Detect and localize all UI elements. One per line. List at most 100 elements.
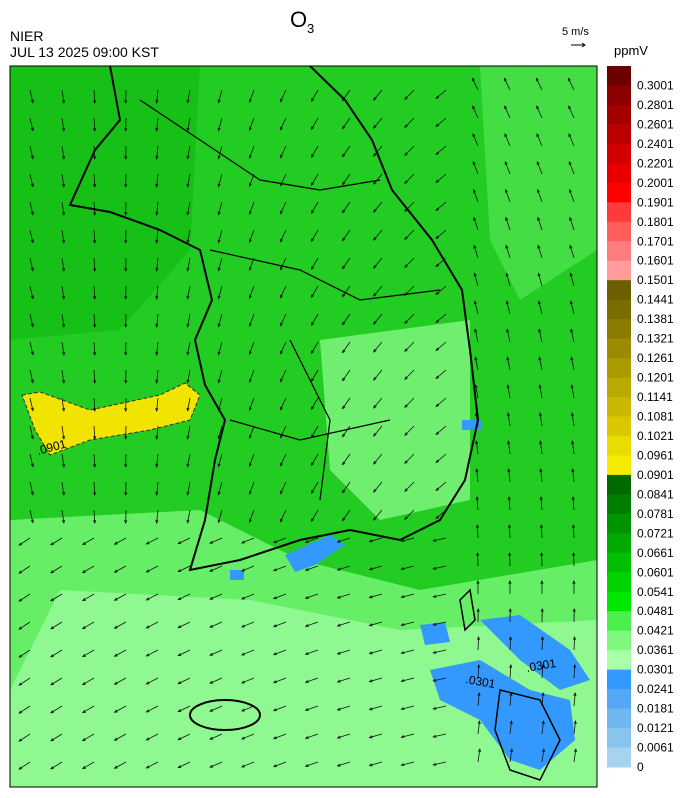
wind-arrowhead: [217, 491, 221, 496]
wind-arrowhead: [310, 378, 315, 383]
colorbar-label: 0.0181: [637, 702, 674, 716]
wind-arrow: [342, 397, 351, 409]
wind-arrow: [373, 453, 383, 465]
colorbar-segment: [607, 435, 631, 456]
wind-arrow: [18, 705, 31, 714]
colorbar-label: 0.3001: [637, 78, 674, 92]
wind-arrow: [249, 285, 255, 299]
wind-arrow: [187, 453, 191, 467]
colorbar-segment: [607, 728, 631, 749]
wind-arrow: [342, 369, 351, 381]
wind-arrowhead: [113, 765, 118, 769]
wind-arrow: [541, 636, 543, 651]
wind-arrow: [218, 453, 223, 467]
wind-arrow: [477, 636, 479, 651]
wind-arrow: [472, 161, 479, 175]
colorbar-label: 0.0901: [637, 468, 674, 482]
wind-arrowhead: [568, 133, 572, 138]
wind-arrowhead: [432, 594, 437, 598]
colorbar-segment: [607, 669, 631, 690]
wind-arrowhead: [404, 460, 408, 464]
wind-arrow: [280, 145, 287, 158]
wind-arrowhead: [241, 652, 245, 656]
wind-arrowhead: [336, 651, 341, 655]
wind-arrowhead: [304, 679, 309, 683]
wind-arrowhead: [61, 99, 66, 104]
wind-arrowhead: [93, 156, 97, 161]
wind-arrow: [114, 705, 127, 713]
colorbar-unit: ppmV: [614, 43, 648, 58]
wind-arrowhead: [217, 323, 221, 328]
wind-arrowhead: [241, 540, 245, 544]
colorbar-segment: [607, 221, 631, 242]
wind-arrow: [342, 257, 351, 269]
wind-arrowhead: [404, 152, 408, 156]
wind-arrow: [50, 593, 63, 602]
wind-arrow: [29, 229, 34, 243]
wind-arrowhead: [435, 375, 440, 380]
wind-arrowhead: [18, 710, 23, 714]
wind-arrowhead: [506, 412, 510, 417]
wind-arrowhead: [368, 679, 373, 683]
wind-arrowhead: [155, 183, 159, 188]
wind-arrow: [373, 397, 383, 409]
colorbar-segment: [607, 552, 631, 573]
wind-arrowhead: [81, 541, 86, 546]
wind-arrowhead: [155, 519, 159, 524]
wind-arrowhead: [30, 323, 34, 328]
wind-arrowhead: [177, 569, 182, 573]
wind-arrow: [187, 509, 191, 523]
wind-arrow: [539, 441, 543, 455]
wind-arrow: [146, 565, 159, 573]
wind-arrowhead: [177, 709, 182, 713]
colorbar-segment: [607, 163, 631, 184]
wind-arrow: [29, 257, 34, 271]
wind-arrow: [506, 273, 511, 287]
wind-arrow: [435, 397, 447, 407]
wind-arrowhead: [241, 568, 245, 572]
wind-arrow: [29, 481, 34, 495]
wind-arrow: [477, 721, 480, 735]
wind-arrowhead: [61, 295, 66, 300]
wind-arrow: [509, 665, 512, 679]
wind-arrowhead: [432, 678, 437, 682]
wind-arrow: [187, 425, 191, 439]
wind-arrow: [209, 705, 223, 712]
wind-arrow: [156, 257, 159, 271]
colorbar-label: 0.1201: [637, 371, 674, 385]
wind-arrowhead: [81, 625, 86, 630]
wind-arrowhead: [570, 412, 574, 417]
wind-arrowhead: [304, 623, 309, 627]
wind-arrowhead: [30, 407, 34, 412]
wind-arrowhead: [404, 264, 408, 268]
wind-arrowhead: [186, 295, 190, 300]
wind-arrow: [50, 705, 63, 714]
wind-arrowhead: [217, 379, 221, 384]
wind-arrowhead: [248, 127, 252, 132]
wind-arrow: [156, 341, 159, 355]
wind-arrowhead: [541, 692, 545, 697]
wind-arrow: [209, 649, 223, 656]
wind-arrowhead: [310, 182, 315, 187]
wind-arrow: [311, 369, 319, 382]
wind-arrow: [249, 481, 255, 495]
wind-arrow: [337, 733, 351, 739]
wind-arrow: [187, 481, 191, 495]
wind-arrow: [572, 497, 575, 511]
wind-arrow: [507, 441, 511, 455]
wind-arrowhead: [93, 464, 97, 469]
wind-arrowhead: [373, 97, 377, 101]
colorbar: 0.3001 0.2801 0.2601 0.2401 0.2201 0.2001 0.19…: [607, 66, 674, 774]
wind-arrowhead: [279, 322, 283, 327]
wind-arrowhead: [186, 211, 190, 216]
wind-arrowhead: [404, 488, 408, 492]
wind-arrowhead: [248, 351, 252, 356]
wind-arrow: [61, 173, 65, 187]
wind-arrowhead: [155, 127, 159, 132]
colorbar-segment: [607, 494, 631, 515]
colorbar-label: 0.2801: [637, 98, 674, 112]
wind-arrow: [249, 117, 255, 131]
wind-arrow: [472, 133, 479, 147]
wind-arrowhead: [569, 272, 573, 277]
wind-arrow: [435, 89, 447, 99]
